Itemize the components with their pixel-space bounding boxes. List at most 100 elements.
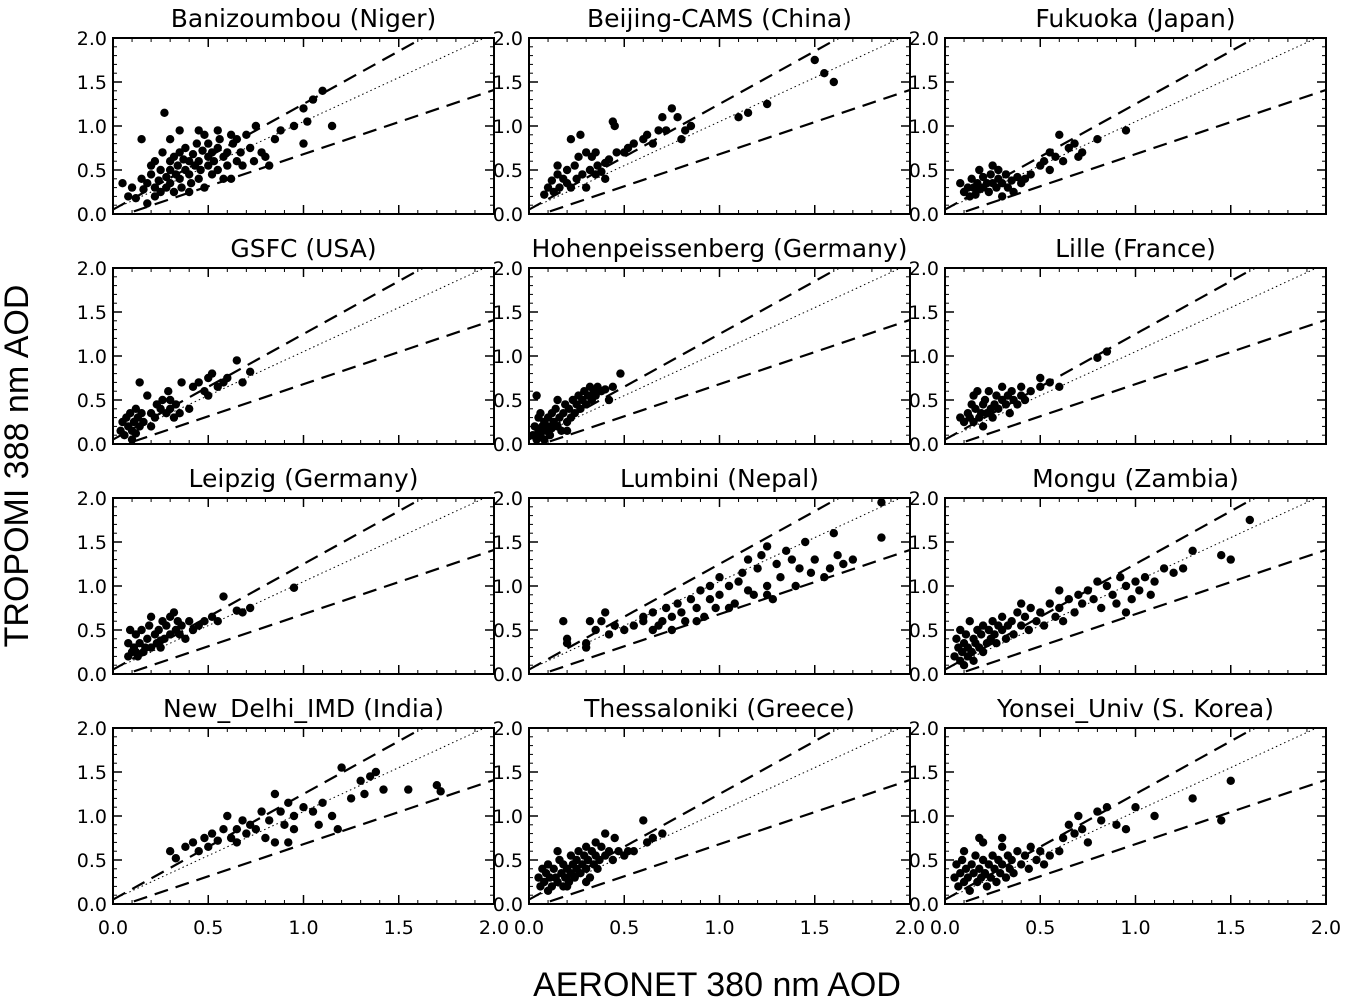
y-tick-label: 2.0 — [493, 258, 523, 280]
data-point — [629, 621, 638, 630]
data-point — [661, 603, 671, 613]
y-tick-label: 1.0 — [909, 346, 939, 368]
data-point — [532, 391, 541, 400]
y-tick-label: 1.5 — [493, 302, 523, 324]
data-point — [333, 825, 342, 834]
y-tick-label: 0.5 — [909, 160, 939, 182]
data-point — [1121, 825, 1131, 834]
x-tick-label: 2.0 — [1311, 917, 1341, 939]
data-point — [1039, 621, 1049, 630]
y-tick-label: 1.0 — [493, 806, 523, 828]
plot-frame — [112, 727, 495, 905]
data-point — [1102, 347, 1112, 356]
y-tick-label: 0.0 — [77, 664, 107, 686]
data-point — [1032, 855, 1041, 865]
data-point — [1055, 382, 1064, 391]
data-point — [200, 183, 209, 192]
data-point — [969, 417, 978, 427]
data-point — [1097, 816, 1106, 825]
data-point — [833, 551, 842, 560]
data-point — [952, 860, 961, 869]
data-point — [612, 148, 621, 157]
data-point — [165, 404, 175, 413]
data-point — [595, 855, 604, 865]
data-point — [175, 174, 184, 183]
data-point — [572, 174, 581, 183]
data-point — [997, 382, 1007, 391]
data-point — [1058, 157, 1068, 166]
data-point — [289, 121, 299, 131]
data-point — [1159, 564, 1169, 573]
data-point — [207, 170, 217, 179]
data-point — [1093, 577, 1102, 586]
data-point — [593, 864, 602, 873]
data-point — [978, 647, 988, 657]
data-point — [188, 382, 198, 391]
panel-title: Leipzig (Germany) — [189, 464, 419, 493]
data-point — [810, 55, 819, 65]
data-point — [673, 599, 682, 608]
y-tick-label: 2.0 — [493, 488, 523, 510]
y-tick-label: 1.0 — [77, 346, 107, 368]
lower-envelope-line — [122, 88, 494, 214]
data-points — [950, 515, 1255, 670]
data-point — [177, 183, 186, 192]
data-points — [956, 347, 1112, 431]
y-tick-label: 1.0 — [77, 116, 107, 138]
data-point — [207, 369, 217, 378]
data-point — [1007, 387, 1016, 396]
data-point — [572, 855, 581, 865]
data-point — [1039, 860, 1049, 869]
data-point — [219, 825, 228, 834]
data-point — [1001, 634, 1011, 643]
data-point — [549, 187, 558, 197]
y-tick-label: 2.0 — [909, 28, 939, 50]
data-points — [124, 583, 299, 661]
data-point — [1064, 595, 1074, 604]
data-point — [204, 139, 213, 148]
data-point — [308, 807, 318, 816]
data-point — [553, 877, 562, 887]
data-point — [1005, 409, 1014, 418]
data-point — [356, 776, 365, 785]
data-point — [743, 108, 753, 118]
data-point — [175, 630, 184, 639]
data-point — [165, 630, 175, 639]
data-point — [997, 192, 1007, 201]
data-point — [986, 170, 995, 179]
data-point — [1077, 825, 1087, 834]
data-point — [1055, 603, 1064, 613]
data-point — [1036, 382, 1045, 391]
data-point — [226, 174, 236, 183]
x-tick-label: 1.5 — [800, 917, 830, 939]
data-point — [591, 391, 600, 400]
data-point — [219, 174, 228, 183]
y-tick-label: 0.5 — [493, 620, 523, 642]
data-point — [547, 176, 557, 185]
data-point — [1026, 170, 1035, 179]
data-point — [1058, 833, 1068, 843]
data-point — [997, 842, 1007, 851]
one-to-one-line — [945, 268, 1318, 441]
data-point — [1226, 776, 1235, 785]
data-point — [125, 625, 135, 635]
data-point — [194, 157, 203, 166]
data-point — [177, 378, 186, 387]
data-point — [566, 135, 576, 144]
data-point — [1150, 577, 1159, 586]
data-point — [156, 643, 165, 652]
data-point — [1017, 599, 1026, 608]
data-point — [1112, 599, 1121, 608]
panel-title: Lille (France) — [1055, 234, 1216, 263]
data-point — [610, 121, 619, 131]
y-tick-label: 0.5 — [909, 850, 939, 872]
data-point — [131, 429, 141, 438]
data-point — [570, 161, 579, 170]
data-point — [238, 378, 247, 387]
data-point — [135, 639, 144, 648]
data-point — [1036, 373, 1045, 383]
data-point — [1036, 847, 1045, 856]
data-point — [677, 135, 686, 144]
data-point — [593, 161, 602, 170]
